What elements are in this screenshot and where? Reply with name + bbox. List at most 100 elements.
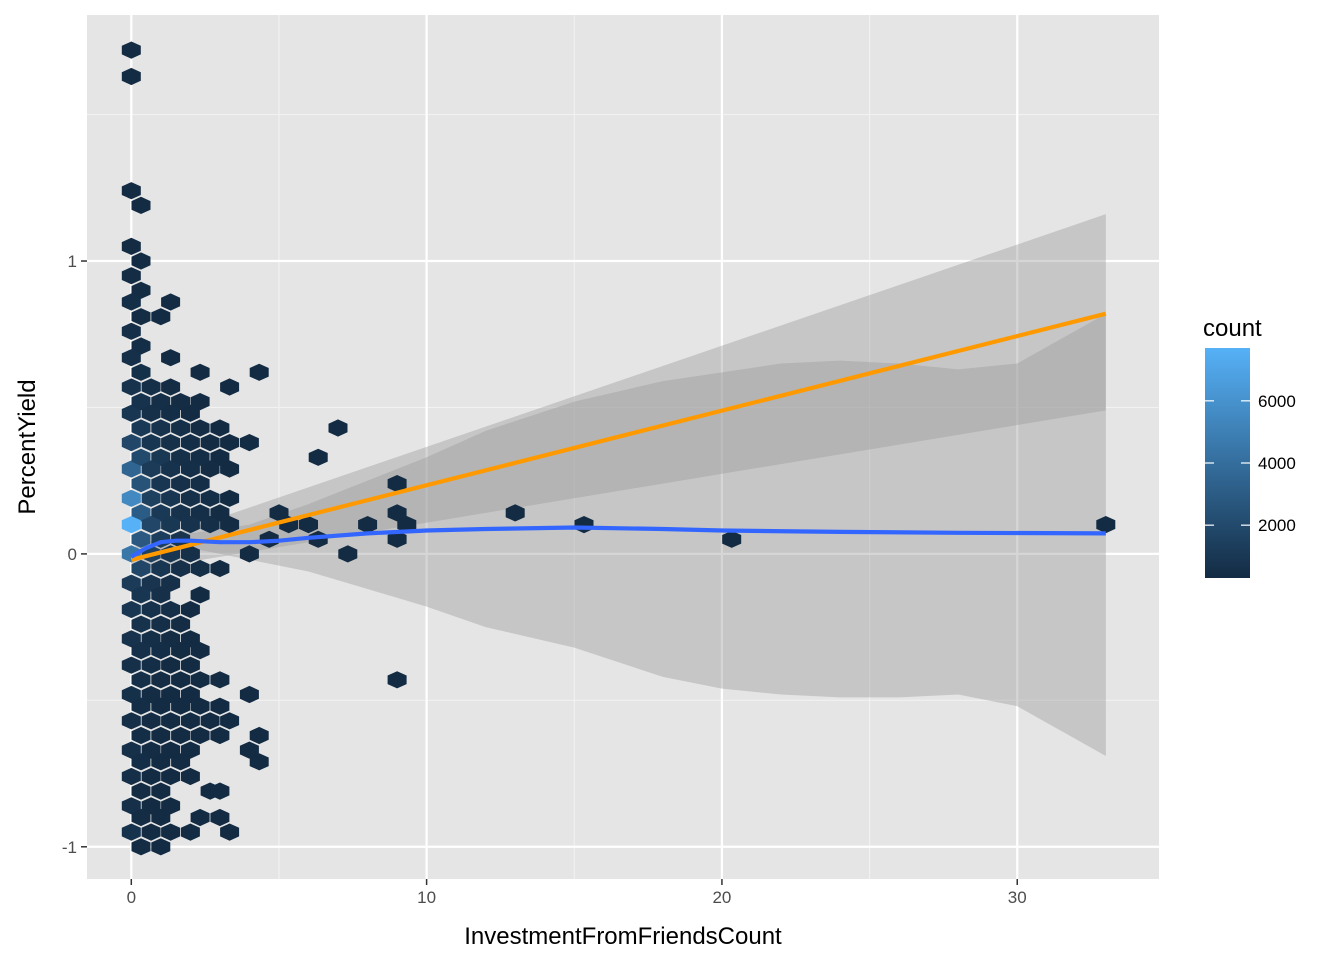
hexbin-cell-172 [269,504,289,522]
hexbin-cell-149 [141,767,161,786]
x-tick-label-0: 0 [127,888,136,907]
hexbin-cell-13 [131,337,151,355]
hexbin-cell-4 [121,237,141,255]
hexbin-cell-146 [171,753,191,771]
hexbin-cell-9 [131,308,151,326]
hexbin-cell-90 [131,586,151,604]
hexbin-cell-67 [190,504,210,522]
hexbin-cell-19 [249,363,269,381]
hexbin-cell-88 [141,574,161,592]
hexbin-cell-41 [220,434,240,452]
hexbin-cell-53 [200,460,220,478]
hexbin-cell-108 [121,656,141,674]
hexbin-cell-46 [171,448,191,466]
hexbin-cell-64 [131,504,151,522]
hexbin-cell-101 [141,630,161,648]
hexbin-cell-33 [151,419,171,437]
hexbin-cell-141 [161,741,181,759]
hexbin-cell-24 [131,393,151,411]
hexbin-cell-32 [131,419,151,437]
legend-label-1: 4000 [1258,454,1296,473]
hexbin-cell-158 [161,797,181,815]
hexbin-cell-166 [180,823,200,841]
hexbin-cell-180 [387,475,407,493]
hexbin-cell-57 [190,475,210,493]
hexbin-cell-56 [171,475,191,493]
hexbin-cell-159 [131,808,151,827]
hexbin-cell-140 [141,741,161,759]
hexbin-cell-58 [121,489,141,507]
hexbin-cell-110 [161,656,181,674]
hexbin-cell-89 [161,574,181,592]
hexbin-cell-156 [121,797,141,815]
hexbin-cell-17 [190,363,210,381]
hexbin-cell-68 [210,504,230,522]
loess-confidence-band [131,313,1106,756]
hexbin-cell-45 [151,448,171,466]
x-axis-title: InvestmentFromFriendsCount [464,923,782,950]
hexbin-cell-34 [171,419,191,437]
hexbin-cell-31 [121,434,141,452]
hexbin-cell-28 [141,404,161,422]
hexbin-cell-12 [121,322,141,340]
hexbin-cell-111 [180,656,200,674]
hexbin-cell-128 [141,712,161,730]
hexbin-cell-96 [180,600,200,619]
hexbin-cell-164 [141,823,161,841]
hexbin-cell-10 [151,308,171,326]
hexbin-cell-69 [121,516,141,534]
hexbin-cell-123 [151,697,171,715]
hexbin-cell-84 [171,559,191,578]
hexbin-cell-134 [151,726,171,745]
hexbin-cell-16 [161,349,181,367]
hexbin-cell-144 [131,753,151,771]
hexbin-cell-3 [131,196,151,214]
y-axis-title: PercentYield [14,379,41,514]
hexbin-cell-124 [171,697,191,715]
x-tick-label-2: 20 [712,888,731,907]
hexbin-cell-185 [505,504,525,522]
hexbin-cell-107 [190,642,210,660]
hexbin-cell-54 [220,460,240,478]
hexbin-cell-139 [121,741,141,759]
hexbin-cell-99 [171,615,191,633]
hexbin-cell-11 [161,293,181,311]
hexbin-cell-35 [190,419,210,437]
hexbin-cell-85 [190,559,210,578]
hexbin-cell-152 [131,782,151,800]
hexbin-cell-178 [338,545,358,563]
hexbin-cell-72 [180,516,200,534]
hexbin-cell-131 [200,712,220,730]
hexbin-cell-2 [121,182,141,200]
hexbin-cell-52 [180,460,200,478]
hexbin-cell-102 [161,630,181,648]
hexbin-cell-21 [141,378,161,396]
hexbin-cell-121 [239,685,259,704]
hexbin-cell-168 [131,838,151,856]
hexbin-cell-92 [190,586,210,604]
hexbin-cell-105 [151,642,171,660]
hexbin-cell-87 [121,574,141,592]
hexbin-cell-6 [121,267,141,285]
hexbin-cell-181 [387,504,407,522]
hexbin-cell-135 [171,726,191,745]
hexbin-cell-187 [722,530,742,548]
hexbin-cell-43 [121,460,141,478]
hexbin-cell-176 [308,448,328,466]
hexbin-cell-1 [121,67,141,86]
hexbin-cell-184 [387,671,407,689]
hexbin-cell-112 [131,671,151,689]
hexbin-cell-66 [171,504,191,522]
hexbin-cell-162 [210,808,230,827]
x-tick-label-3: 30 [1008,888,1027,907]
hexbin-cell-65 [151,504,171,522]
hexbin-cell-147 [249,753,269,771]
legend-label-2: 6000 [1258,392,1296,411]
hexbin-cell-100 [121,630,141,648]
hexbin-cell-150 [161,767,181,786]
y-tick-label-1: 0 [68,545,77,564]
legend-title: count [1203,315,1262,342]
hexbin-cell-81 [180,545,200,563]
hexbin-cell-25 [151,393,171,411]
major-gridlines [87,15,1159,879]
